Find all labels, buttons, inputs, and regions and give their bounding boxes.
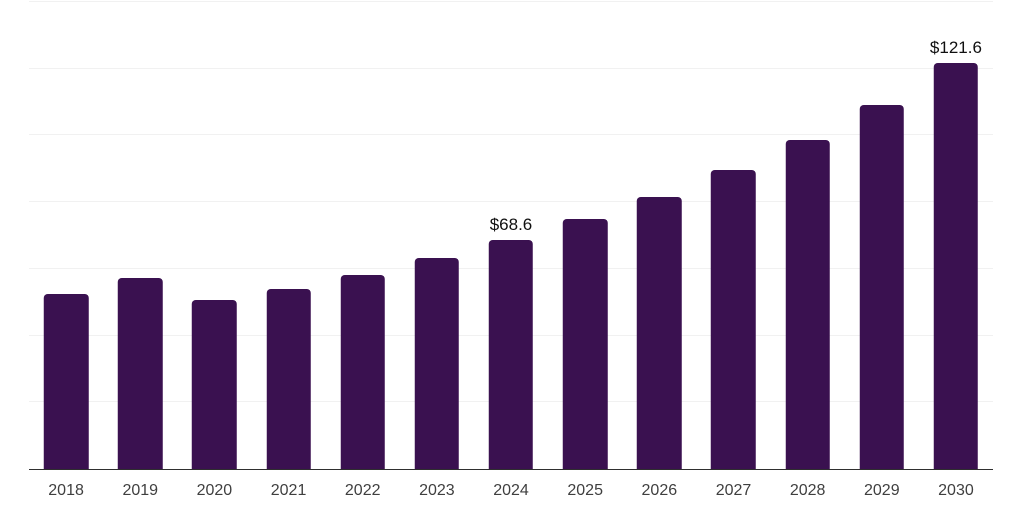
bar-band <box>548 2 622 469</box>
plot-area: $68.6 $121.6 <box>29 1 993 470</box>
x-tick-2025: 2025 <box>567 482 603 499</box>
x-tick-2024: 2024 <box>493 482 529 499</box>
x-tick-2026: 2026 <box>641 482 678 499</box>
x-tick-2018: 2018 <box>48 482 84 499</box>
x-tick-2020: 2020 <box>196 482 233 499</box>
x-tick-2021: 2021 <box>270 482 307 499</box>
gridline <box>29 134 993 136</box>
bar-band <box>622 2 696 469</box>
bar-2019 <box>117 277 163 469</box>
gridline <box>29 67 993 69</box>
value-label-2024: $68.6 <box>489 215 533 235</box>
bar-2026 <box>637 196 682 469</box>
bar-band <box>845 2 919 469</box>
x-tick-2023: 2023 <box>419 482 455 499</box>
bar-band <box>251 2 325 469</box>
x-tick-2019: 2019 <box>122 482 159 499</box>
bar-2021 <box>266 289 311 469</box>
bar-2030 <box>933 63 979 469</box>
bar-band: $68.6 <box>474 2 548 469</box>
bar-2024 <box>488 240 534 469</box>
bar-2029 <box>859 104 904 469</box>
value-label-2030: $121.6 <box>929 38 982 58</box>
bar-band <box>326 2 400 469</box>
bar-2025 <box>562 219 608 469</box>
gridline <box>29 1 993 2</box>
x-tick-2030: 2030 <box>938 482 974 499</box>
bar-2022 <box>340 274 385 469</box>
x-tick-2028: 2028 <box>789 482 826 499</box>
bar-band <box>177 2 251 469</box>
bar-2028 <box>785 140 830 469</box>
gridline <box>29 201 993 203</box>
bar-band: $121.6 <box>919 2 993 469</box>
x-tick-2029: 2029 <box>864 482 900 499</box>
x-tick-2022: 2022 <box>344 482 381 499</box>
bar-band <box>771 2 845 469</box>
bar-2023 <box>414 258 460 469</box>
bar-band <box>29 2 103 469</box>
bar-2020 <box>192 300 237 469</box>
x-axis-labels: 2018 2019 2020 2021 2022 2023 2024 2025 2026 2027… <box>29 481 993 500</box>
bar-band <box>103 2 177 469</box>
bar-band <box>400 2 474 469</box>
bar-band <box>696 2 770 469</box>
bar-2027 <box>711 169 756 469</box>
bar-2018 <box>43 293 89 469</box>
x-tick-2027: 2027 <box>715 482 752 499</box>
